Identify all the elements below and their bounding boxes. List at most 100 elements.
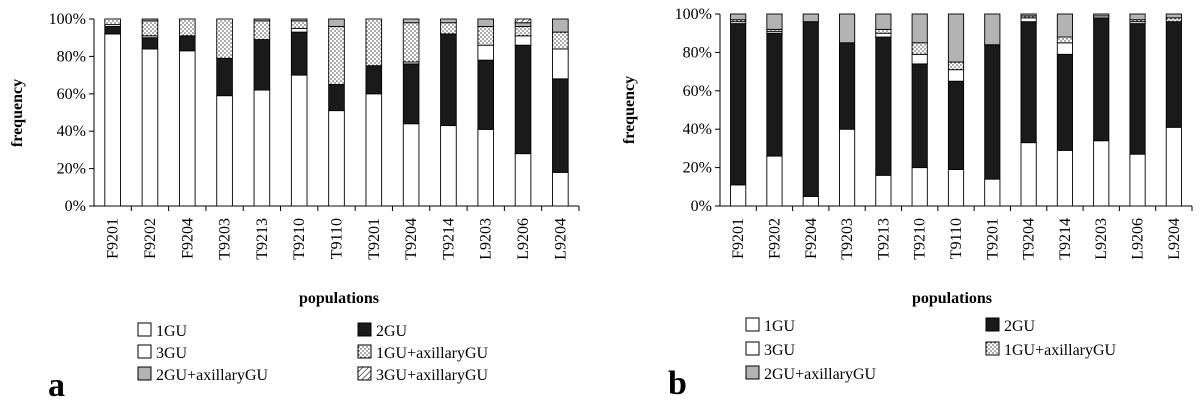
panel-b-bar-t9214-2gu	[1056, 53, 1073, 151]
panel-a-legend-swatch-2gu	[357, 322, 372, 337]
panel-a-x-tick-label: T9110	[329, 218, 346, 259]
panel-a-x-tick-label: L9206	[515, 218, 532, 260]
panel-a-bar-t9203-1gu	[216, 95, 233, 207]
panel-a-bar-f9204-1gu-plus-axillarygu	[178, 18, 196, 37]
panel-b-y-tick-label: 60%	[683, 83, 712, 100]
panel-a-bar-l9204-2gu-plus-axillarygu	[552, 18, 569, 33]
panel-b-bar-t9201-1gu	[984, 178, 1001, 207]
panel-a-x-tick-label: F9202	[142, 218, 159, 259]
panel-b-bar-t9214-1gu-plus-axillarygu	[1056, 36, 1073, 44]
panel-b-y-tick-label: 100%	[675, 6, 712, 23]
panel-a-bar-l9204-1gu	[552, 171, 569, 207]
panel-b-bar-t9203-2gu-plus-axillarygu	[839, 13, 856, 44]
panel-a-bar-t9110-2gu-plus-axillarygu	[328, 18, 345, 27]
panel-a-y-axis-label: frequency	[9, 79, 26, 147]
panel-b-y-tick-label: 40%	[683, 121, 712, 138]
panel-b-bar-f9202-2gu	[766, 32, 783, 157]
panel-a-bar-l9206-2gu-plus-axillarygu	[514, 22, 532, 27]
panel-b-x-tick-label: T9203	[839, 218, 856, 260]
panel-a-legend-label-3gu-plus-axillarygu: 3GU+axillaryGU	[376, 367, 489, 384]
panel-a-bar-l9203-1gu-plus-axillarygu	[477, 26, 495, 46]
panel-a-x-tick-label: T9201	[366, 218, 383, 260]
panel-a-bar-t9201-1gu-plus-axillarygu	[365, 18, 383, 67]
panel-b-bar-f9201-2gu	[730, 23, 747, 186]
panel-b-bar-t9110-2gu	[947, 80, 965, 170]
panel-b-bar-l9204-1gu	[1165, 126, 1182, 207]
panel-a-x-tick-label: L9204	[552, 218, 569, 260]
panel-a-legend-swatch-1gu-plus-axillarygu	[357, 344, 372, 359]
panel-a-bar-t9213-1gu-plus-axillarygu	[253, 20, 271, 41]
panel-b-x-tick-label: F9202	[766, 218, 783, 259]
panel-a-x-tick-label: L9203	[478, 218, 495, 260]
panel-b-bar-t9110-3gu	[947, 69, 965, 82]
panel-a-legend-label-2gu: 2GU	[376, 323, 408, 340]
panel-a-bar-t9213-2gu-plus-axillarygu	[253, 18, 271, 22]
panel-b-legend-label-1gu: 1GU	[764, 318, 796, 335]
panel-b-bar-t9203-1gu	[839, 128, 856, 207]
panel-a-y-tick-label: 40%	[57, 123, 86, 140]
panel-a-legend-swatch-1gu	[137, 322, 152, 337]
panel-b-bar-f9204-2gu-plus-axillarygu	[802, 13, 819, 23]
panel-b-bar-t9204-1gu	[1020, 142, 1037, 207]
panel-b-bar-t9213-2gu	[875, 36, 892, 176]
panel-a-y-tick-label: 80%	[57, 48, 86, 65]
panel-b-y-axis-label: frequency	[621, 76, 638, 144]
panel-b-bar-t9210-1gu-plus-axillarygu	[911, 42, 928, 55]
panel-b-x-tick-label: T9210	[912, 218, 929, 260]
panel-b-bar-t9204-3gu	[1020, 17, 1037, 23]
panel-b-bar-t9214-3gu	[1056, 42, 1073, 55]
panel-b-bar-f9201-2gu-plus-axillarygu	[730, 13, 747, 21]
panel-b-x-tick-label: L9203	[1093, 218, 1110, 260]
panel-a-x-tick-label: F9201	[105, 218, 122, 259]
panel-b-bar-t9110-1gu	[947, 169, 965, 207]
panel-b-x-tick-label: T9214	[1057, 218, 1074, 260]
panel-b-x-tick-label: T9213	[875, 218, 892, 260]
panel-a-x-tick-label: T9203	[217, 218, 234, 260]
panel-a-bar-l9206-3gu-plus-axillarygu	[514, 18, 532, 24]
panel-a-bar-t9213-2gu	[253, 39, 271, 91]
panel-a-bar-t9110-2gu	[328, 83, 345, 112]
panel-a-label: a	[48, 367, 65, 401]
panel-b-bar-t9204-2gu-plus-axillarygu	[1020, 13, 1037, 17]
panel-a-bar-t9204-2gu	[402, 63, 420, 125]
panel-b-bar-l9203-2gu	[1093, 17, 1110, 142]
panel-b-x-tick-label: T9204	[1021, 218, 1038, 260]
panel-b-x-tick-label: T9110	[948, 218, 965, 259]
panel-b-bar-f9201-1gu	[730, 184, 747, 207]
panel-b-bar-t9110-2gu-plus-axillarygu	[947, 13, 965, 63]
panel-a-legend-label-2gu-plus-axillarygu: 2GU+axillaryGU	[156, 367, 269, 384]
panel-b-bar-f9202-2gu-plus-axillarygu	[766, 13, 783, 30]
panel-a-bar-t9201-1gu	[365, 93, 383, 207]
panel-b-legend-swatch-1gu-plus-axillarygu	[985, 341, 1000, 356]
panel-b-x-tick-label: F9201	[730, 218, 747, 259]
panel-a-bar-f9202-1gu-plus-axillarygu	[141, 20, 159, 37]
panel-a-bar-l9203-2gu-plus-axillarygu	[477, 18, 495, 27]
panel-a-bar-l9204-1gu-plus-axillarygu	[552, 31, 569, 50]
panel-a-x-axis-label: populations	[299, 290, 379, 307]
panel-b-legend-label-2gu: 2GU	[1004, 318, 1036, 335]
panel-a-bar-t9210-3gu	[290, 27, 308, 33]
panel-a-bars	[104, 18, 569, 207]
panel-b-bar-t9213-2gu-plus-axillarygu	[875, 13, 892, 30]
panel-a-x-tick-label: T9210	[291, 218, 308, 260]
panel-a-legend-swatch-3gu-plus-axillarygu	[357, 366, 372, 381]
panel-a-bar-t9110-1gu	[328, 110, 345, 207]
panel-b-legend-label-2gu-plus-axillarygu: 2GU+axillaryGU	[764, 366, 877, 383]
panel-b-bar-t9110-1gu-plus-axillarygu	[947, 61, 965, 71]
panel-a-x-tick-label: T9214	[440, 218, 457, 260]
panel-a-bar-l9204-2gu	[552, 78, 569, 173]
panel-b-bar-l9206-2gu	[1129, 23, 1146, 155]
panel-a-legend-swatch-2gu-plus-axillarygu	[137, 366, 152, 381]
panel-b-bar-l9203-2gu-plus-axillarygu	[1093, 13, 1110, 17]
panel-a-bar-t9210-1gu-plus-axillarygu	[290, 20, 308, 29]
panel-b-bars	[730, 13, 1182, 207]
panel-a-bar-f9202-2gu	[141, 37, 159, 50]
panel-b-bar-f9204-2gu	[802, 21, 819, 197]
panel-b-legend: 1GU 2GU 3GU 1GU+axillaryGU 2GU+axillaryGU	[745, 317, 1117, 383]
panel-b-bar-t9203-2gu	[839, 42, 856, 130]
panel-a-bar-t9214-2gu	[440, 33, 457, 127]
panel-a-bar-f9201-1gu-plus-axillarygu	[104, 18, 121, 26]
panel-b-bar-t9201-2gu-plus-axillarygu	[984, 13, 1001, 46]
panel-a-bar-l9203-2gu	[477, 59, 495, 130]
panel-a-bar-t9213-1gu	[253, 89, 271, 207]
